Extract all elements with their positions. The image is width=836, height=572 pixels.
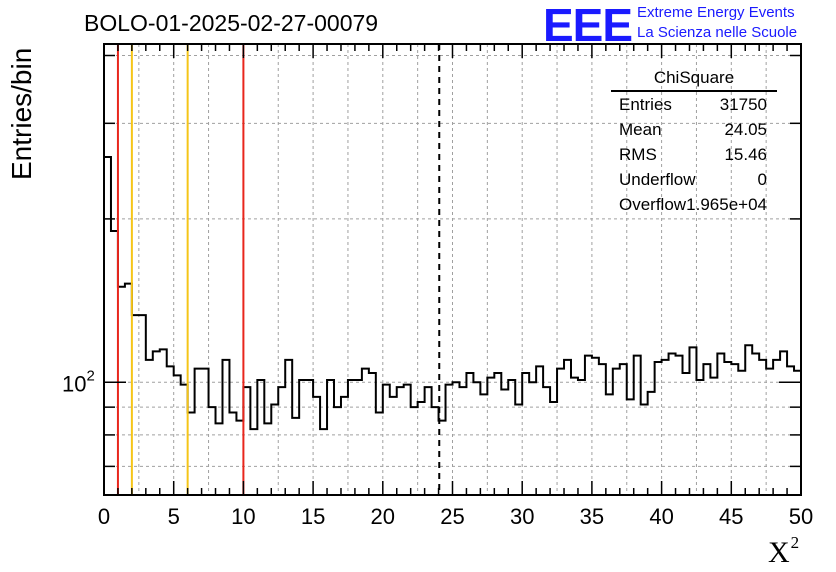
logo-line-2: La Scienza nelle Scuole [637,24,798,41]
stats-box: ChiSquare Entries 31750 Mean 24.05 RMS 15.4… [611,68,777,217]
x-tick-label: 25 [440,504,464,529]
stats-value: 31750 [719,95,767,114]
eee-logo: EEE [543,0,633,51]
histogram-series [104,156,801,431]
stats-key: Entries [619,95,672,114]
stats-box-title: ChiSquare [611,68,777,92]
plot-area [104,44,801,495]
x-tick-label: 50 [789,504,813,529]
stats-key: RMS [619,145,657,164]
x-tick-label: 15 [301,504,325,529]
x-tick-label: 5 [168,504,180,529]
stats-row-underflow: Underflow 0 [611,167,777,192]
y-tick-label: 102 [62,367,95,396]
stats-row-entries: Entries 31750 [611,92,777,117]
x-tick-label: 35 [580,504,604,529]
x-tick-label: 40 [649,504,673,529]
stats-value: 15.46 [724,145,767,164]
stats-value: 24.05 [724,120,767,139]
stats-row-overflow: Overflow 1.965e+04 [611,192,777,217]
x-tick-label: 45 [719,504,743,529]
stats-row-rms: RMS 15.46 [611,142,777,167]
stats-key: Underflow [619,170,696,189]
stats-row-mean: Mean 24.05 [611,117,777,142]
plot-title: BOLO-01-2025-02-27-00079 [84,10,379,36]
x-axis-label: X2 [768,533,799,570]
y-tick-label-exponent: 2 [86,367,94,384]
stats-key: Mean [619,120,662,139]
logo-line-1: Extreme Energy Events [637,4,795,21]
y-axis-label: Entries/bin [6,47,37,180]
x-axis-label-superscript: 2 [790,533,800,552]
stats-key: Overflow [619,195,687,214]
y-tick-label-base: 10 [62,371,86,396]
x-tick-label: 30 [510,504,534,529]
x-tick-label: 10 [231,504,255,529]
x-tick-label: 0 [98,504,110,529]
x-axis-label-main: X [768,536,790,569]
stats-value: 1.965e+04 [686,195,767,214]
stats-value: 0 [757,170,767,189]
x-tick-label: 20 [371,504,395,529]
